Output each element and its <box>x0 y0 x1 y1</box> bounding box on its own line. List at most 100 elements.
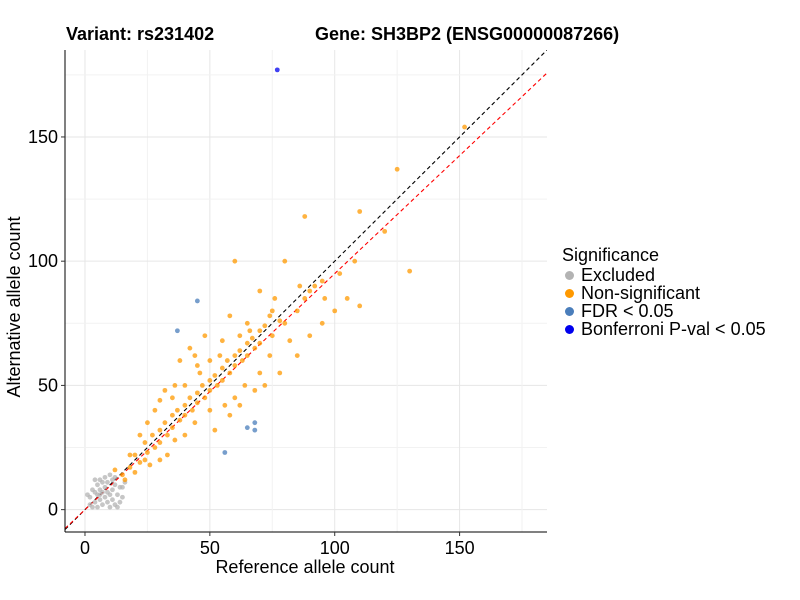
point-non-significant <box>187 395 193 401</box>
point-non-significant <box>269 308 275 314</box>
point-fdr-0-05 <box>194 298 200 304</box>
point-non-significant <box>312 283 318 289</box>
point-non-significant <box>337 271 343 277</box>
point-non-significant <box>232 258 238 264</box>
data-points <box>85 67 467 510</box>
point-non-significant <box>302 296 308 301</box>
point-excluded <box>92 477 98 483</box>
point-non-significant <box>302 214 308 219</box>
point-non-significant <box>169 395 175 401</box>
point-non-significant <box>332 308 338 314</box>
legend-label-non-significant: Non-significant <box>581 283 701 303</box>
point-non-significant <box>244 340 250 346</box>
point-non-significant <box>197 370 203 376</box>
point-non-significant <box>137 460 143 465</box>
point-non-significant <box>202 395 208 401</box>
point-non-significant <box>212 373 218 378</box>
point-fdr-0-05 <box>252 420 258 426</box>
point-non-significant <box>132 452 138 458</box>
point-excluded <box>95 504 100 510</box>
point-non-significant <box>199 383 205 388</box>
point-non-significant <box>152 445 158 450</box>
point-excluded <box>105 479 110 485</box>
point-excluded <box>97 487 103 493</box>
point-non-significant <box>194 390 200 396</box>
point-non-significant <box>177 417 183 423</box>
point-excluded <box>115 492 120 498</box>
legend-item-non-significant: Non-significant <box>562 284 766 302</box>
legend-item-fdr-0-05: FDR < 0.05 <box>562 302 766 320</box>
point-non-significant <box>157 427 163 433</box>
point-non-significant <box>394 166 400 172</box>
point-excluded <box>120 494 125 500</box>
point-non-significant <box>219 365 225 371</box>
legend-swatch-non-significant <box>565 288 574 298</box>
point-non-significant <box>237 333 243 339</box>
point-fdr-0-05 <box>252 427 258 433</box>
point-non-significant <box>239 358 245 363</box>
point-excluded <box>85 492 90 498</box>
x-tick-label: 50 <box>200 538 220 558</box>
x-axis-label: Reference allele count <box>215 557 394 577</box>
reference-lines <box>65 50 547 530</box>
legend-title: Significance <box>562 245 660 265</box>
grid-lines <box>65 50 547 532</box>
point-excluded <box>107 472 113 478</box>
point-non-significant <box>145 420 150 426</box>
point-non-significant <box>182 383 188 388</box>
point-non-significant <box>252 345 258 351</box>
point-non-significant <box>282 320 288 326</box>
point-non-significant <box>269 333 275 339</box>
legend-label-excluded: Excluded <box>581 265 656 285</box>
legend: Significance Excluded Non-significant FDR … <box>562 245 766 338</box>
legend-label-bonferroni-p-val-0-05: Bonferroni P-val < 0.05 <box>581 319 766 339</box>
point-non-significant <box>207 378 213 383</box>
legend-label-fdr-0-05: FDR < 0.05 <box>581 301 674 321</box>
point-non-significant <box>244 320 250 326</box>
point-bonferroni-p-val-0-05 <box>274 67 280 73</box>
point-non-significant <box>217 353 223 358</box>
point-non-significant <box>352 258 358 264</box>
point-non-significant <box>187 345 193 351</box>
point-non-significant <box>157 457 163 463</box>
point-non-significant <box>382 228 388 234</box>
point-non-significant <box>162 387 168 393</box>
point-excluded <box>95 482 100 488</box>
point-excluded <box>107 504 113 510</box>
point-excluded <box>92 499 98 505</box>
legend-swatch-fdr-0-05 <box>565 306 574 316</box>
point-non-significant <box>207 358 213 363</box>
point-non-significant <box>344 296 350 301</box>
point-non-significant <box>157 440 163 445</box>
point-non-significant <box>232 395 238 401</box>
point-non-significant <box>192 420 198 426</box>
point-non-significant <box>219 338 225 344</box>
point-non-significant <box>319 320 325 326</box>
point-non-significant <box>257 288 263 294</box>
point-non-significant <box>277 370 283 376</box>
point-non-significant <box>232 353 238 358</box>
variant-title: Variant: rs231402 <box>66 24 215 44</box>
point-non-significant <box>132 469 138 475</box>
point-excluded <box>110 477 115 483</box>
point-non-significant <box>162 420 168 426</box>
point-non-significant <box>177 358 183 363</box>
point-non-significant <box>142 457 148 463</box>
point-non-significant <box>322 296 328 301</box>
x-tick-label: 150 <box>445 538 475 558</box>
point-non-significant <box>277 318 283 324</box>
point-non-significant <box>164 452 170 458</box>
x-tick-label: 100 <box>320 538 350 558</box>
point-excluded <box>87 502 93 508</box>
point-non-significant <box>244 353 250 358</box>
point-non-significant <box>147 462 153 468</box>
point-non-significant <box>272 296 278 301</box>
point-non-significant <box>262 323 268 329</box>
point-excluded <box>100 502 105 508</box>
point-non-significant <box>207 407 213 413</box>
point-non-significant <box>142 440 148 445</box>
gene-title: Gene: SH3BP2 (ENSG00000087266) <box>315 24 620 44</box>
point-non-significant <box>150 432 155 438</box>
y-tick-label: 100 <box>28 251 58 271</box>
point-excluded <box>102 474 108 480</box>
